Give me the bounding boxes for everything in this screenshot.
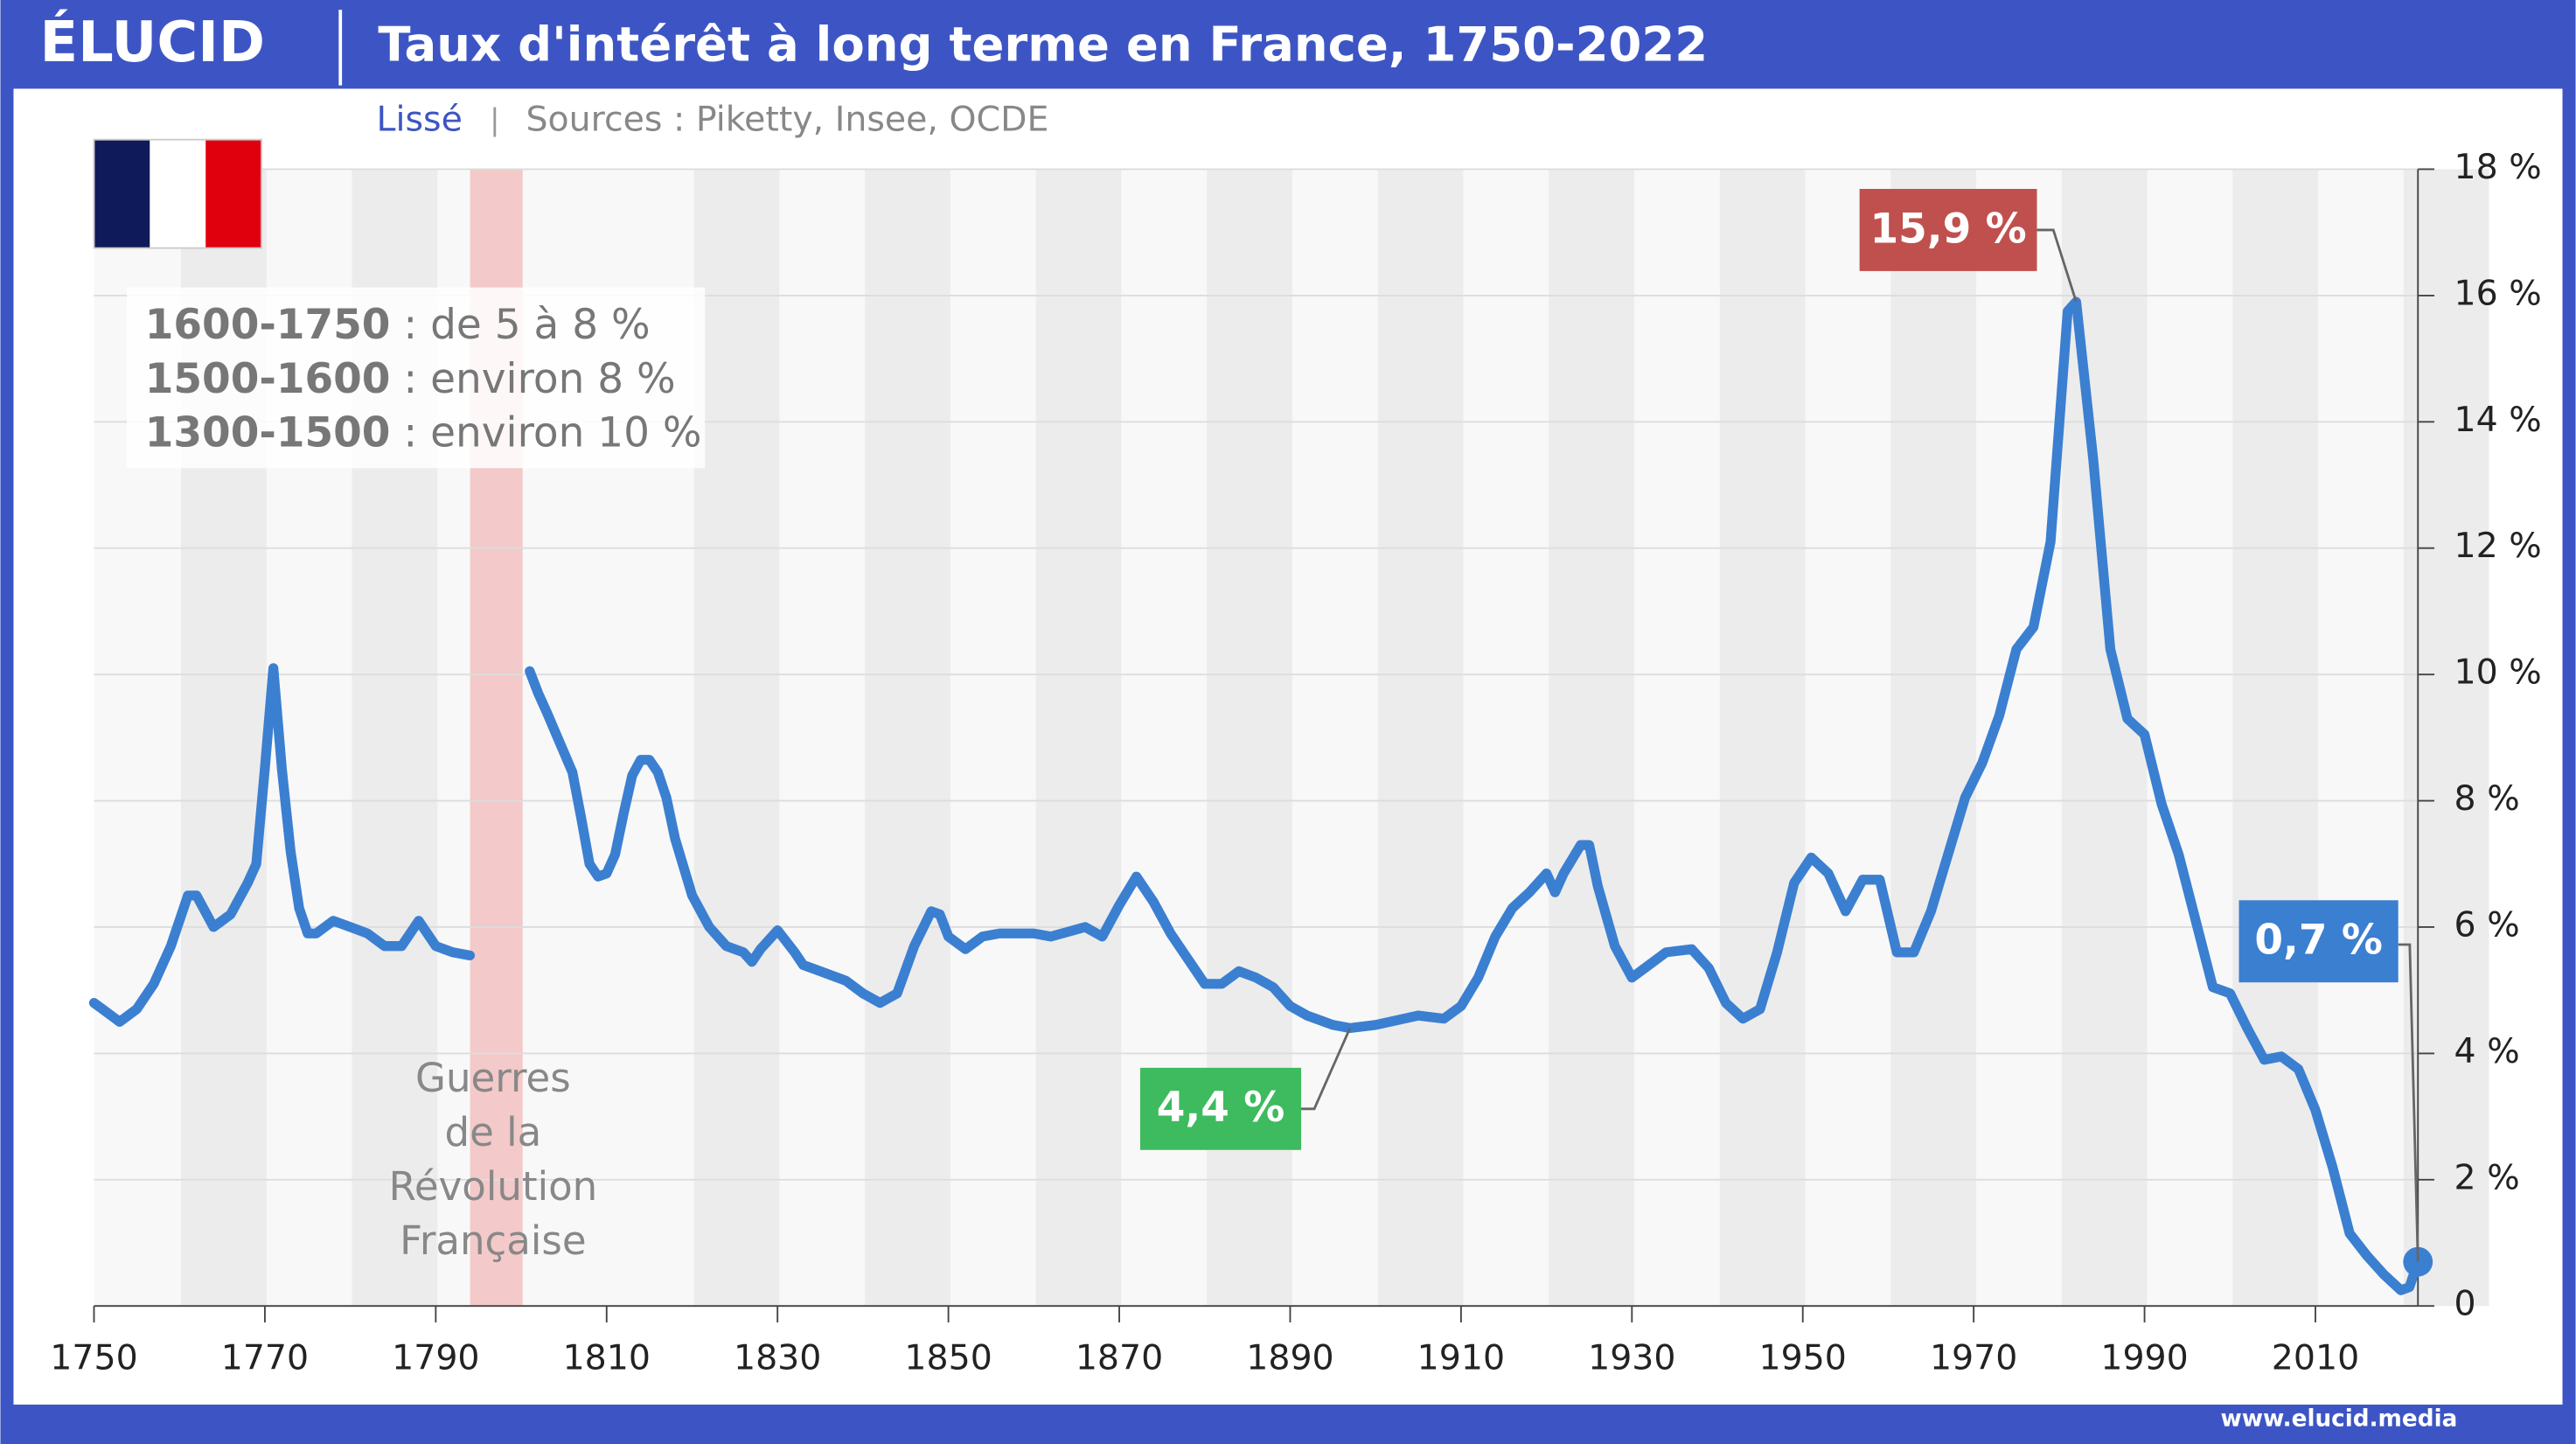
note-text: : environ 10 %: [390, 408, 701, 457]
subtitle: Lissé: [377, 99, 463, 139]
source: Sources : Piketty, Insee, OCDE: [526, 99, 1048, 139]
x-tick-label: 1930: [1588, 1338, 1675, 1378]
annotation-box: [1139, 1067, 1302, 1150]
decade-band: [1549, 169, 1634, 1307]
note-bold: 1500-1600: [145, 354, 391, 402]
note-bold: 1300-1500: [145, 408, 391, 457]
note: 1300-1500 : environ 10 %: [145, 408, 702, 457]
y-tick-label: 0: [2454, 1284, 2476, 1324]
y-tick-label: 16 %: [2454, 273, 2542, 313]
x-tick-label: 1950: [1759, 1338, 1847, 1378]
x-tick-label: 1870: [1076, 1338, 1163, 1378]
note-text: : de 5 à 8 %: [390, 300, 650, 348]
x-tick-label: 1850: [904, 1338, 992, 1378]
y-tick-label: 8 %: [2454, 778, 2520, 819]
decade-band: [1377, 169, 1464, 1307]
x-tick-label: 1770: [221, 1338, 309, 1378]
x-tick-label: 1890: [1246, 1338, 1333, 1378]
flag-border: [93, 138, 263, 249]
annotation-label: 0,7 %: [2254, 917, 2383, 965]
y-tick-label: 18 %: [2454, 147, 2542, 187]
decade-band: [1719, 169, 1806, 1307]
x-tick-label: 1830: [734, 1338, 821, 1378]
annotation-box: [2238, 900, 2398, 983]
annotation-box: [1859, 189, 2037, 271]
separator-bar: |: [490, 102, 499, 136]
x-tick-label: 1910: [1417, 1338, 1505, 1378]
x-tick-label: 1750: [50, 1338, 137, 1378]
period-label: de la: [445, 1109, 542, 1155]
decade-band: [865, 169, 950, 1307]
decade-band: [1035, 169, 1122, 1307]
footer: www.elucid.media: [2220, 1406, 2457, 1432]
annotation-label: 4,4 %: [1157, 1084, 1285, 1132]
title: Taux d'intérêt à long terme en France, 1…: [378, 17, 1708, 73]
annotation-leader: [2398, 943, 2419, 1262]
x-tick-label: 1970: [1930, 1338, 2017, 1378]
y-tick-label: 6 %: [2454, 904, 2520, 945]
y-tick-label: 2 %: [2454, 1157, 2520, 1197]
note: 1500-1600 : environ 8 %: [145, 354, 676, 402]
y-tick-label: 4 %: [2454, 1031, 2520, 1071]
x-tick-label: 1810: [563, 1338, 651, 1378]
note-text: : environ 8 %: [390, 354, 675, 402]
decade-band: [2232, 169, 2319, 1307]
note: 1600-1750 : de 5 à 8 %: [145, 300, 651, 348]
decade-band: [1890, 169, 1976, 1307]
end-dot: [2403, 1246, 2433, 1277]
y-tick-label: 10 %: [2454, 652, 2542, 693]
annotation-label: 15,9 %: [1869, 205, 2026, 253]
data-line: [88, 296, 2423, 1295]
period-label: Révolution: [389, 1163, 598, 1210]
decade-band: [2061, 169, 2148, 1307]
flag-red: [205, 139, 262, 248]
logo: ÉLUCID: [40, 9, 266, 75]
annotation-leader: [1301, 1027, 1352, 1111]
flag-blue: [94, 139, 150, 248]
x-tick-label: 1990: [2100, 1338, 2188, 1378]
period-label: Guerres: [415, 1055, 571, 1101]
y-tick-label: 14 %: [2454, 400, 2542, 440]
decade-band: [2403, 169, 2489, 1307]
decade-band: [693, 169, 780, 1307]
period-label: Française: [400, 1217, 586, 1264]
x-tick-label: 1790: [392, 1338, 479, 1378]
annotation-leader: [2036, 228, 2078, 303]
note-bold: 1600-1750: [145, 300, 391, 348]
flag-white: [150, 139, 206, 248]
x-tick-label: 2010: [2272, 1338, 2359, 1378]
y-tick-label: 12 %: [2454, 526, 2542, 566]
notes-box: [127, 287, 706, 469]
